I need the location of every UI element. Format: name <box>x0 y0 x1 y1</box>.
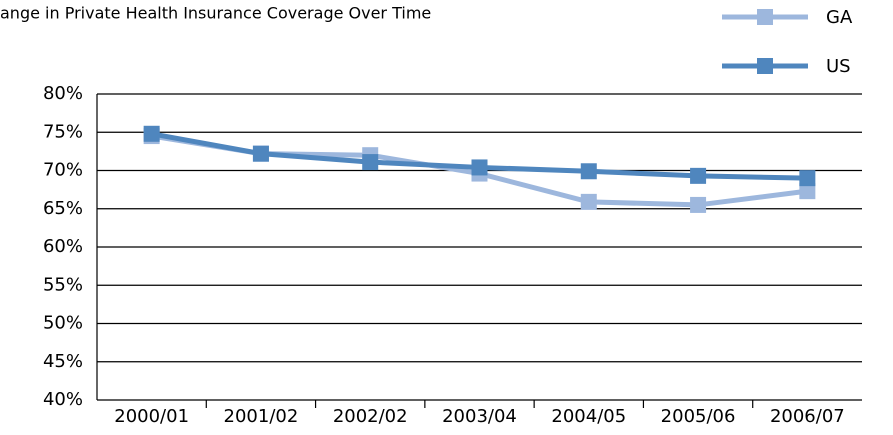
x-tick-label: 2002/02 <box>333 406 408 427</box>
y-tick-label: 50% <box>43 313 83 334</box>
y-tick-label: 55% <box>43 274 83 295</box>
y-tick-label: 60% <box>43 236 83 257</box>
point-marker <box>799 183 816 200</box>
legend-marker <box>757 58 773 74</box>
legend-marker <box>757 9 773 25</box>
x-tick-label: 2005/06 <box>661 406 736 427</box>
y-tick-label: 75% <box>43 121 83 142</box>
x-tick-label: 2006/07 <box>770 406 845 427</box>
x-tick-label: 2000/01 <box>114 406 189 427</box>
y-tick-label: 70% <box>43 160 83 181</box>
x-tick-label: 2001/02 <box>224 406 299 427</box>
y-tick-label: 80% <box>43 83 83 104</box>
point-marker <box>143 125 160 142</box>
legend-label: GA <box>826 7 853 28</box>
point-marker <box>799 170 816 187</box>
y-tick-label: 45% <box>43 351 83 372</box>
point-marker <box>580 163 597 180</box>
point-marker <box>580 193 597 210</box>
point-marker <box>471 159 488 176</box>
y-tick-label: 65% <box>43 198 83 219</box>
point-marker <box>362 154 379 171</box>
point-marker <box>252 145 269 162</box>
x-tick-label: 2004/05 <box>551 406 626 427</box>
y-tick-label: 40% <box>43 389 83 410</box>
point-marker <box>690 167 707 184</box>
chart-title: ange in Private Health Insurance Coverag… <box>0 4 431 23</box>
point-marker <box>690 196 707 213</box>
x-tick-label: 2003/04 <box>442 406 517 427</box>
legend-label: US <box>826 56 851 77</box>
